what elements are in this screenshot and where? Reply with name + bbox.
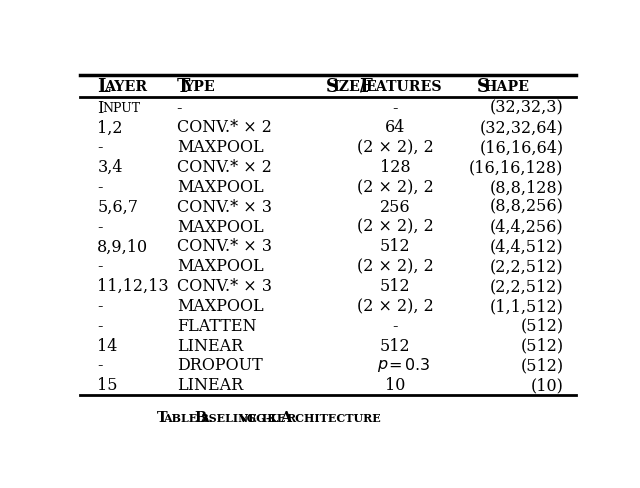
Text: (512): (512) <box>520 357 564 374</box>
Text: HAPE: HAPE <box>483 80 529 94</box>
Text: 8,9,10: 8,9,10 <box>97 238 148 255</box>
Text: 512: 512 <box>380 238 410 255</box>
Text: LINEAR: LINEAR <box>177 376 243 393</box>
Text: (2 × 2), 2: (2 × 2), 2 <box>356 297 433 314</box>
Text: NPUT: NPUT <box>103 102 141 114</box>
Text: T: T <box>157 410 168 425</box>
Text: ASELINE: ASELINE <box>200 412 261 423</box>
Text: (8,8,256): (8,8,256) <box>490 199 564 215</box>
Text: 11,12,13: 11,12,13 <box>97 278 169 294</box>
Text: -: - <box>97 179 103 196</box>
Text: CONV.* × 2: CONV.* × 2 <box>177 119 271 136</box>
Text: (32,32,64): (32,32,64) <box>480 119 564 136</box>
Text: CONV.* × 2: CONV.* × 2 <box>177 159 271 176</box>
Text: -: - <box>97 317 103 334</box>
Text: 5,6,7: 5,6,7 <box>97 199 138 215</box>
Text: (2 × 2), 2: (2 × 2), 2 <box>356 179 433 196</box>
Text: 15: 15 <box>97 376 118 393</box>
Text: L: L <box>97 78 110 96</box>
Text: (2,2,512): (2,2,512) <box>490 278 564 294</box>
Text: T: T <box>177 78 190 96</box>
Text: 64: 64 <box>385 119 405 136</box>
Text: 10: 10 <box>385 376 405 393</box>
Text: $= 0.3$: $= 0.3$ <box>385 357 430 374</box>
Text: -: - <box>392 100 397 117</box>
Text: YPE: YPE <box>183 80 215 94</box>
Text: 3,4: 3,4 <box>97 159 123 176</box>
Text: (2 × 2), 2: (2 × 2), 2 <box>356 139 433 156</box>
Text: MAXPOOL: MAXPOOL <box>177 258 263 275</box>
Text: (16,16,128): (16,16,128) <box>469 159 564 176</box>
Text: LINEAR: LINEAR <box>177 337 243 354</box>
Text: (2 × 2), 2: (2 × 2), 2 <box>356 258 433 275</box>
Text: (4,4,256): (4,4,256) <box>490 218 564 235</box>
Text: MAXPOOL: MAXPOOL <box>177 179 263 196</box>
Text: -: - <box>392 317 397 334</box>
Text: I: I <box>97 100 104 117</box>
Text: 14: 14 <box>97 337 118 354</box>
Text: $p$: $p$ <box>377 357 388 374</box>
Text: 1,2: 1,2 <box>97 119 123 136</box>
Text: 512: 512 <box>380 278 410 294</box>
Text: S: S <box>326 78 339 96</box>
Text: MAXPOOL: MAXPOOL <box>177 297 263 314</box>
Text: (32,32,3): (32,32,3) <box>490 100 564 117</box>
Text: -: - <box>97 258 103 275</box>
Text: IZE/: IZE/ <box>332 80 365 94</box>
Text: MAXPOOL: MAXPOOL <box>177 218 263 235</box>
Text: 128: 128 <box>380 159 410 176</box>
Text: (4,4,512): (4,4,512) <box>490 238 564 255</box>
Text: 512: 512 <box>380 337 410 354</box>
Text: 256: 256 <box>380 199 410 215</box>
Text: DROPOUT: DROPOUT <box>177 357 262 374</box>
Text: IKE: IKE <box>262 412 289 423</box>
Text: B: B <box>194 410 206 425</box>
Text: (8,8,128): (8,8,128) <box>490 179 564 196</box>
Text: CONV.* × 3: CONV.* × 3 <box>177 238 272 255</box>
Text: -: - <box>97 297 103 314</box>
Text: -: - <box>97 139 103 156</box>
Text: (2 × 2), 2: (2 × 2), 2 <box>356 218 433 235</box>
Text: S: S <box>477 78 490 96</box>
Text: FLATTEN: FLATTEN <box>177 317 256 334</box>
Text: (10): (10) <box>531 376 564 393</box>
Text: VGG-L: VGG-L <box>237 412 278 423</box>
Text: MAXPOOL: MAXPOOL <box>177 139 263 156</box>
Text: (512): (512) <box>520 337 564 354</box>
Text: RCHITECTURE: RCHITECTURE <box>286 412 381 423</box>
Text: (1,1,512): (1,1,512) <box>490 297 564 314</box>
Text: -: - <box>97 218 103 235</box>
Text: (2,2,512): (2,2,512) <box>490 258 564 275</box>
Text: CONV.* × 3: CONV.* × 3 <box>177 278 272 294</box>
Text: EATURES: EATURES <box>365 80 442 94</box>
Text: -: - <box>177 100 182 117</box>
Text: A: A <box>280 410 291 425</box>
Text: (512): (512) <box>520 317 564 334</box>
Text: ABLE 3.: ABLE 3. <box>163 412 217 423</box>
Text: CONV.* × 3: CONV.* × 3 <box>177 199 272 215</box>
Text: AYER: AYER <box>104 80 147 94</box>
Text: (16,16,64): (16,16,64) <box>479 139 564 156</box>
Text: F: F <box>359 78 372 96</box>
Text: -: - <box>97 357 103 374</box>
